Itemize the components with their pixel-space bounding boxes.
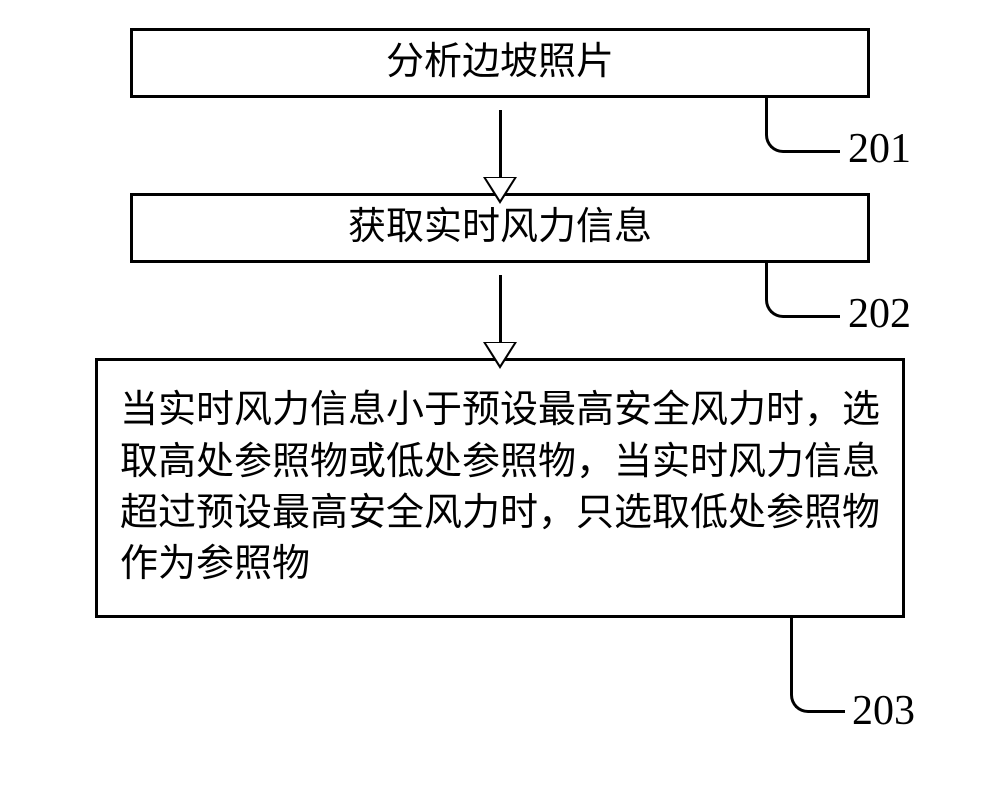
flowchart-step-3: 当实时风力信息小于预设最高安全风力时，选取高处参照物或低处参照物，当实时风力信息… — [95, 358, 905, 618]
flowchart-step-2: 获取实时风力信息 — [130, 193, 870, 263]
step-1-label: 201 — [848, 125, 911, 173]
callout-line-2 — [765, 263, 840, 318]
step-1-text: 分析边坡照片 — [386, 37, 614, 88]
step-3-label: 203 — [852, 687, 915, 735]
flowchart-step-1: 分析边坡照片 — [130, 28, 870, 98]
callout-line-3 — [790, 618, 845, 713]
step-2-label: 202 — [848, 290, 911, 338]
arrow-icon — [499, 275, 502, 347]
callout-line-1 — [765, 98, 840, 153]
step-2-text: 获取实时风力信息 — [348, 202, 652, 253]
step-3-text: 当实时风力信息小于预设最高安全风力时，选取高处参照物或低处参照物，当实时风力信息… — [120, 385, 880, 590]
arrow-icon — [499, 110, 502, 182]
